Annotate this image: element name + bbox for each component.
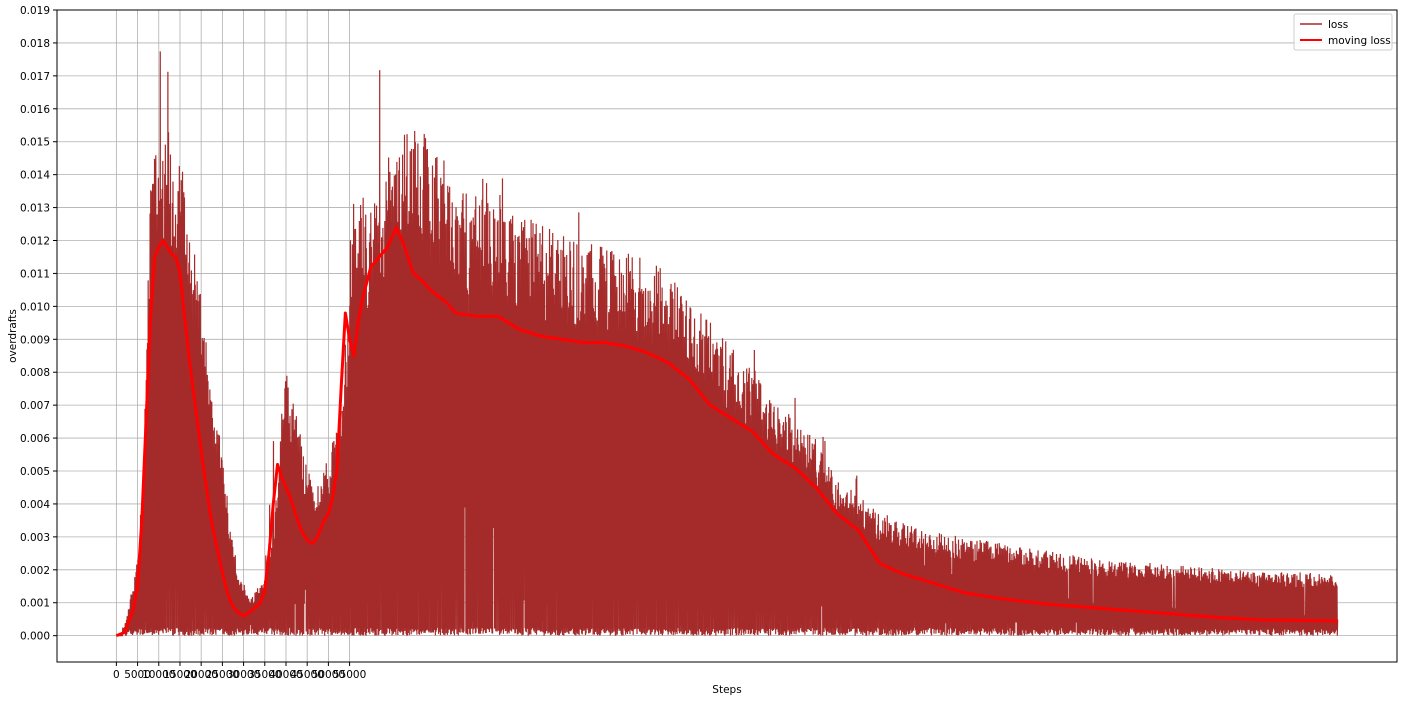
x-tick-label: 10000 bbox=[142, 669, 175, 681]
y-tick-label: 0.016 bbox=[20, 104, 50, 116]
x-axis-label: Steps bbox=[712, 684, 741, 696]
y-tick-label: 0.004 bbox=[20, 499, 50, 511]
x-tick-label: 40000 bbox=[269, 669, 302, 681]
x-tick-label: 55000 bbox=[333, 669, 366, 681]
y-tick-label: 0.012 bbox=[20, 236, 50, 248]
y-tick-label: 0.018 bbox=[20, 38, 50, 50]
y-tick-label: 0.017 bbox=[20, 71, 50, 83]
x-axis-ticks: 0 500010000150002000025000300003500040000… bbox=[113, 662, 366, 681]
x-tick-label: 50000 bbox=[312, 669, 345, 681]
legend-label: moving loss bbox=[1328, 35, 1391, 47]
x-tick-label: 30000 bbox=[227, 669, 260, 681]
y-tick-label: 0.015 bbox=[20, 137, 50, 149]
x-tick-label: 15000 bbox=[163, 669, 196, 681]
series-moving-loss bbox=[115, 225, 1338, 638]
y-axis-ticks: 0.000 0.001 0.002 0.003 0.004 0.005 0.006 0.007… bbox=[20, 5, 57, 643]
y-tick-label: 0.000 bbox=[20, 631, 50, 643]
y-tick-label: 0.013 bbox=[20, 203, 50, 215]
x-tick-label: 25000 bbox=[206, 669, 239, 681]
y-tick-label: 0.002 bbox=[20, 565, 50, 577]
y-tick-label: 0.008 bbox=[20, 367, 50, 379]
y-tick-label: 0.011 bbox=[20, 268, 50, 280]
y-tick-label: 0.009 bbox=[20, 334, 50, 346]
legend: loss moving loss bbox=[1293, 13, 1393, 51]
y-tick-label: 0.014 bbox=[20, 170, 50, 182]
x-tick-label: 0 bbox=[113, 669, 120, 681]
y-tick-label: 0.007 bbox=[20, 400, 50, 412]
y-tick-label: 0.019 bbox=[20, 5, 50, 17]
y-tick-label: 0.006 bbox=[20, 433, 50, 445]
x-tick-label: 5000 bbox=[124, 669, 151, 681]
plot-area bbox=[115, 51, 1339, 638]
y-tick-label: 0.003 bbox=[20, 532, 50, 544]
y-tick-label: 0.005 bbox=[20, 466, 50, 478]
x-tick-label: 20000 bbox=[184, 669, 217, 681]
x-tick-label: 35000 bbox=[248, 669, 281, 681]
y-tick-label: 0.001 bbox=[20, 598, 50, 610]
axes-frame bbox=[56, 9, 1398, 663]
legend-label: loss bbox=[1328, 19, 1348, 31]
x-tick-label: 45000 bbox=[290, 669, 323, 681]
y-axis-label: overdrafts bbox=[7, 309, 19, 363]
y-tick-label: 0.010 bbox=[20, 301, 50, 313]
series-loss bbox=[116, 51, 1339, 637]
